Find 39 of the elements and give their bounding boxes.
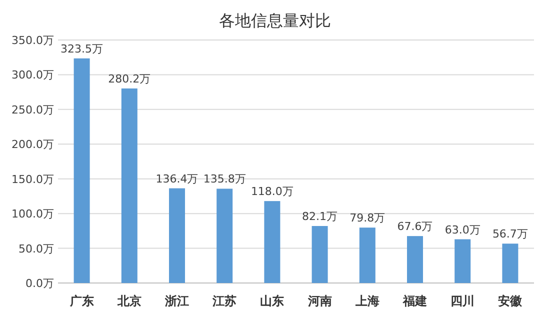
y-tick-label: 0.0万	[26, 277, 54, 290]
x-tick-label: 四川	[450, 294, 475, 308]
bar	[407, 236, 423, 283]
data-label: 82.1万	[302, 210, 338, 223]
bar	[74, 58, 90, 283]
chart-title: 各地信息量对比	[219, 11, 331, 30]
data-label: 56.7万	[492, 228, 528, 241]
x-tick-label: 广东	[68, 294, 94, 308]
data-label: 79.8万	[350, 212, 386, 225]
x-tick-label: 安徽	[498, 294, 524, 308]
bar	[264, 201, 280, 283]
x-tick-label: 山东	[260, 294, 284, 308]
bar	[121, 88, 138, 283]
x-tick-label: 北京	[116, 294, 142, 308]
bar	[454, 239, 471, 283]
bar	[216, 188, 233, 283]
bar	[502, 244, 518, 283]
x-tick-label: 河南	[306, 294, 332, 308]
x-tick-label: 福建	[402, 294, 427, 308]
x-tick-label: 浙江	[164, 294, 189, 308]
data-label: 135.8万	[203, 172, 246, 186]
bar	[359, 228, 376, 283]
y-tick-label: 200.0万	[12, 138, 54, 152]
bar	[312, 226, 328, 283]
x-tick-label: 上海	[354, 294, 380, 308]
data-label: 118.0万	[250, 185, 294, 198]
y-tick-label: 150.0万	[12, 172, 54, 186]
data-label: 323.5万	[60, 42, 104, 56]
y-tick-label: 350.0万	[12, 34, 54, 47]
bar	[169, 188, 185, 283]
data-label: 63.0万	[444, 223, 480, 236]
y-tick-label: 250.0万	[12, 103, 54, 116]
data-label: 67.6万	[397, 220, 433, 234]
y-tick-label: 50.0万	[18, 242, 54, 256]
data-label: 280.2万	[108, 72, 151, 86]
data-label: 136.4万	[156, 172, 198, 186]
x-tick-label: 江苏	[212, 294, 237, 308]
y-tick-label: 300.0万	[12, 68, 54, 82]
y-tick-label: 100.0万	[12, 208, 54, 221]
